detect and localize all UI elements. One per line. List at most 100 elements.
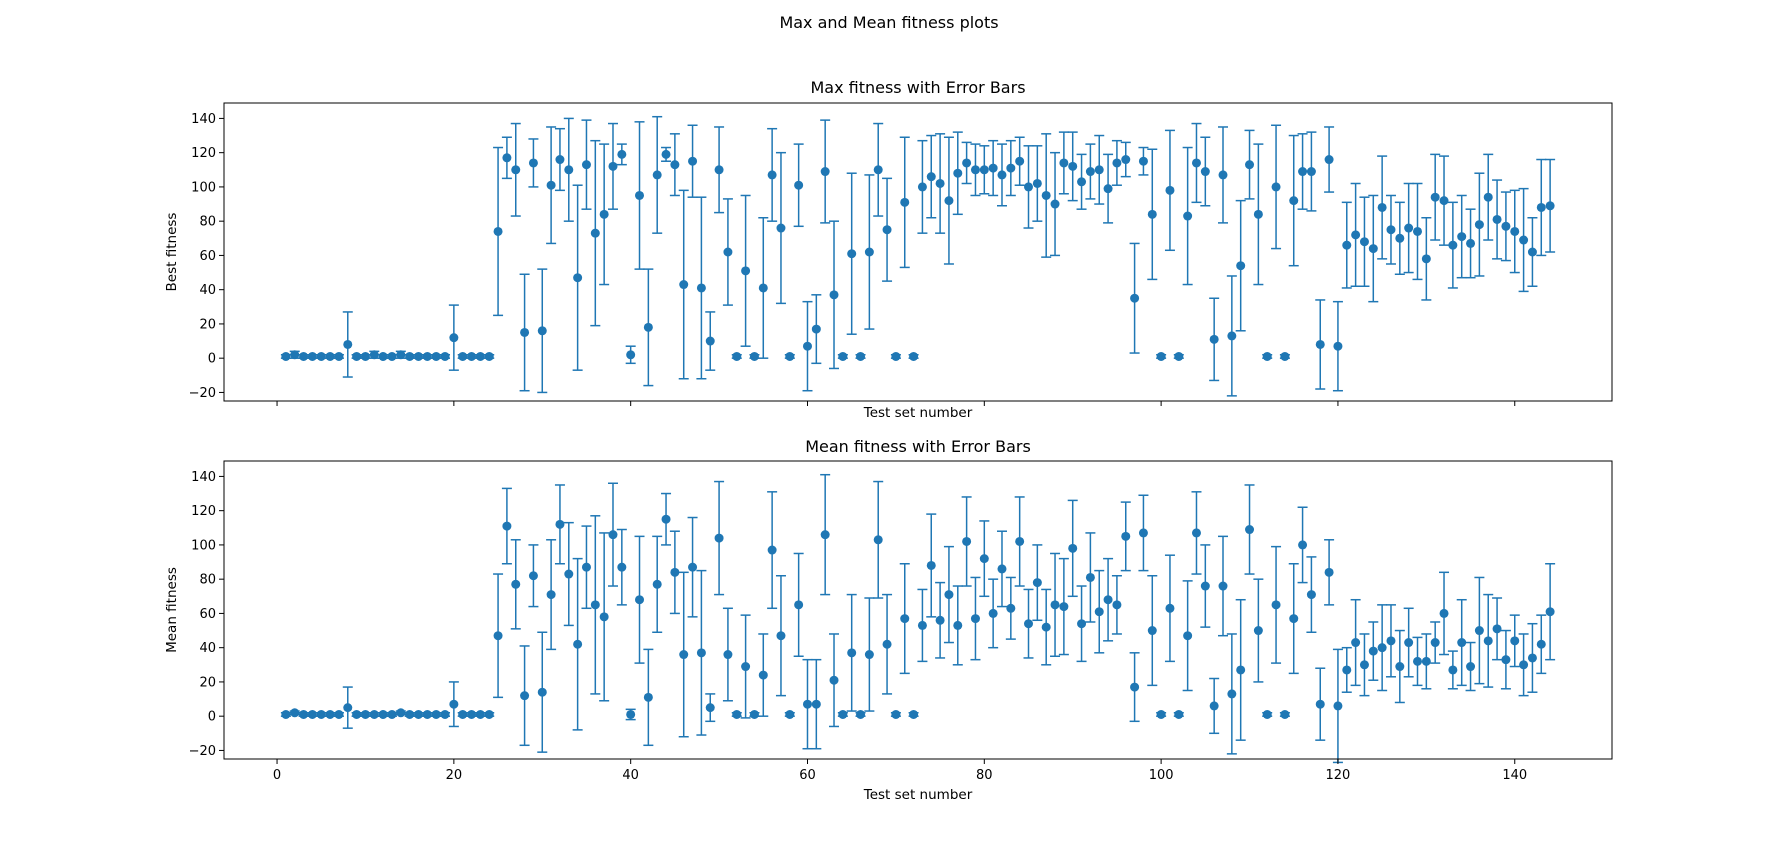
marker bbox=[723, 247, 733, 257]
marker bbox=[829, 290, 839, 300]
data-point bbox=[1492, 597, 1503, 661]
marker bbox=[1483, 192, 1493, 202]
marker bbox=[1059, 158, 1069, 168]
xtick-label: 100 bbox=[1149, 768, 1174, 783]
marker bbox=[1130, 293, 1140, 303]
data-point bbox=[1385, 604, 1396, 678]
marker bbox=[599, 612, 609, 622]
marker bbox=[1094, 165, 1104, 175]
data-point bbox=[342, 311, 353, 378]
data-point bbox=[855, 709, 866, 719]
data-point bbox=[1111, 139, 1122, 186]
max-fitness-ylabel: Best fitness bbox=[164, 213, 180, 292]
marker bbox=[758, 283, 768, 293]
marker bbox=[705, 703, 715, 713]
data-point bbox=[1014, 136, 1025, 186]
data-point bbox=[882, 593, 893, 695]
data-point bbox=[1509, 614, 1520, 668]
data-point bbox=[1164, 554, 1175, 663]
marker bbox=[369, 350, 379, 360]
marker bbox=[847, 648, 857, 658]
data-point bbox=[1253, 578, 1264, 683]
data-point bbox=[1421, 216, 1432, 301]
marker bbox=[484, 351, 494, 361]
data-point bbox=[696, 569, 707, 736]
data-point bbox=[599, 532, 610, 702]
marker bbox=[1448, 665, 1458, 675]
data-point bbox=[952, 585, 963, 666]
data-point bbox=[280, 709, 291, 719]
marker bbox=[714, 165, 724, 175]
data-point bbox=[899, 136, 910, 269]
data-point bbox=[395, 708, 406, 718]
data-point bbox=[431, 709, 442, 719]
data-point bbox=[1492, 179, 1503, 260]
xtick-label: 120 bbox=[1326, 768, 1351, 783]
data-point bbox=[873, 480, 884, 599]
data-point bbox=[1341, 201, 1352, 289]
marker bbox=[909, 351, 919, 361]
data-point bbox=[1439, 155, 1450, 246]
max-fitness-xlabel: Test set number bbox=[863, 405, 973, 421]
data-point bbox=[1182, 146, 1193, 286]
marker bbox=[741, 266, 751, 276]
marker bbox=[325, 709, 335, 719]
data-point bbox=[1350, 182, 1361, 288]
data-point bbox=[440, 709, 451, 719]
marker bbox=[767, 170, 777, 180]
data-point bbox=[775, 151, 786, 305]
data-point bbox=[1058, 557, 1069, 656]
data-point bbox=[1164, 129, 1175, 252]
data-point bbox=[599, 143, 610, 286]
data-point bbox=[1465, 641, 1476, 692]
marker bbox=[343, 703, 353, 713]
data-point bbox=[1129, 242, 1140, 354]
figure-suptitle: Max and Mean fitness plots bbox=[779, 13, 998, 32]
marker bbox=[1536, 639, 1546, 649]
marker bbox=[864, 650, 874, 660]
data-point bbox=[829, 220, 840, 370]
data-point bbox=[1474, 172, 1485, 277]
marker bbox=[626, 350, 636, 360]
data-point bbox=[1262, 709, 1273, 719]
data-point bbox=[1518, 187, 1529, 293]
data-point bbox=[758, 216, 769, 359]
marker bbox=[1006, 603, 1016, 613]
data-point bbox=[714, 126, 725, 214]
data-point bbox=[1067, 499, 1078, 598]
xtick-label: 140 bbox=[1502, 768, 1527, 783]
mean-fitness-ticks: −20 0 20 40 60 80 100 120 140 0 20 40 60 80 100 120 140 bbox=[189, 470, 1528, 783]
marker bbox=[1501, 655, 1511, 665]
data-point bbox=[457, 709, 468, 719]
data-point bbox=[1147, 148, 1158, 281]
data-point bbox=[466, 351, 477, 361]
marker bbox=[1050, 600, 1060, 610]
data-point bbox=[943, 545, 954, 644]
marker bbox=[1271, 600, 1281, 610]
marker bbox=[1191, 158, 1201, 168]
marker bbox=[935, 178, 945, 188]
data-point bbox=[643, 268, 654, 387]
data-point bbox=[696, 196, 707, 380]
marker bbox=[1421, 656, 1431, 666]
data-point bbox=[1182, 580, 1193, 692]
marker bbox=[1253, 626, 1263, 636]
ytick-label: 100 bbox=[191, 538, 216, 553]
marker bbox=[299, 351, 309, 361]
data-point bbox=[413, 351, 424, 361]
ytick-label: 0 bbox=[208, 352, 216, 367]
marker bbox=[661, 514, 671, 524]
data-point bbox=[1058, 131, 1069, 195]
mean-fitness-title: Mean fitness with Error Bars bbox=[805, 437, 1031, 456]
data-point bbox=[590, 515, 601, 695]
marker bbox=[1130, 682, 1140, 692]
data-point bbox=[1536, 158, 1547, 257]
marker bbox=[378, 709, 388, 719]
marker bbox=[467, 351, 477, 361]
marker bbox=[749, 351, 759, 361]
data-point bbox=[351, 709, 362, 719]
marker bbox=[1174, 709, 1184, 719]
data-point bbox=[616, 528, 627, 606]
marker bbox=[864, 247, 874, 257]
